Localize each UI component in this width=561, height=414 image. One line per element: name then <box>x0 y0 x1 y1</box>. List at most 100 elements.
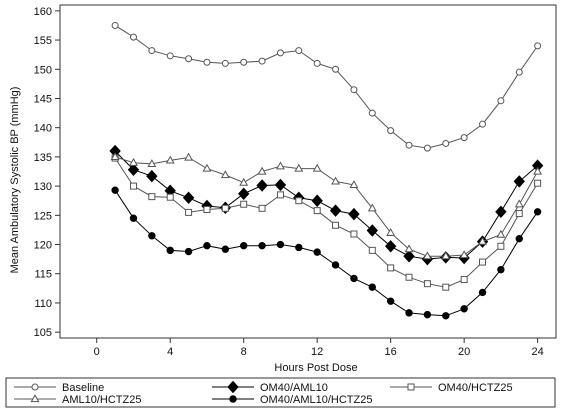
data-point <box>442 283 450 291</box>
data-point <box>240 58 248 66</box>
data-point <box>331 176 341 185</box>
data-point <box>111 21 119 29</box>
data-point <box>184 152 194 161</box>
data-point <box>203 58 211 66</box>
series-5 <box>111 186 542 320</box>
data-point <box>423 310 432 319</box>
data-point <box>203 241 211 250</box>
data-point <box>329 204 342 217</box>
data-point <box>258 57 266 65</box>
legend-entry: OM40/HCTZ25 <box>390 382 513 394</box>
data-point <box>127 163 140 176</box>
data-point <box>496 229 506 238</box>
x-tick-label: 4 <box>167 346 173 358</box>
data-point <box>221 59 229 67</box>
legend-entry: AML10/HCTZ25 <box>14 394 141 406</box>
data-point <box>479 258 487 266</box>
legend-label: OM40/AML10/HCTZ25 <box>260 394 372 406</box>
data-point <box>274 178 287 192</box>
data-point <box>332 221 340 229</box>
series-3 <box>111 154 542 291</box>
data-point <box>185 55 193 63</box>
data-point <box>332 65 340 73</box>
data-point <box>497 242 505 250</box>
legend-marker <box>229 395 237 403</box>
legend-marker <box>30 394 40 403</box>
data-point <box>184 247 193 256</box>
data-point <box>442 139 450 147</box>
data-point <box>165 155 175 164</box>
data-point <box>368 283 376 291</box>
data-point <box>146 169 158 183</box>
legend-box <box>5 377 556 408</box>
data-point <box>166 52 174 60</box>
x-tick-label: 0 <box>94 346 100 358</box>
data-point <box>405 273 413 281</box>
data-point <box>366 224 378 237</box>
data-point <box>479 120 487 128</box>
y-tick-label: 120 <box>34 240 52 252</box>
y-tick-label: 160 <box>34 6 52 18</box>
data-point <box>441 251 451 260</box>
data-point <box>295 197 303 205</box>
x-axis-title: Hours Post Dose <box>274 362 357 374</box>
x-tick-label: 8 <box>241 346 247 358</box>
data-point <box>403 249 415 263</box>
data-point <box>350 230 358 238</box>
data-point <box>276 49 284 57</box>
y-tick-label: 130 <box>34 181 52 193</box>
data-point <box>514 199 524 208</box>
data-point <box>295 47 303 55</box>
data-point <box>515 68 523 76</box>
y-tick-label: 140 <box>34 123 52 135</box>
data-point <box>129 182 137 190</box>
data-point <box>515 210 523 218</box>
data-point <box>129 214 138 222</box>
data-point <box>295 243 303 252</box>
data-point <box>405 141 413 149</box>
legend-marker <box>227 380 239 394</box>
series-line <box>114 189 539 317</box>
axes: 105 110 115 120 125 130 135 140 145 150 155 160 0 4 8 1… <box>34 4 557 358</box>
legend-entry: OM40/AML10 <box>212 380 328 394</box>
data-point <box>129 157 138 166</box>
y-tick-label: 115 <box>34 269 52 281</box>
data-point <box>368 109 376 117</box>
data-point <box>349 180 359 189</box>
data-point <box>405 309 413 317</box>
data-point <box>258 241 266 250</box>
legend-marker <box>407 383 415 391</box>
data-point <box>478 288 487 297</box>
data-point <box>110 152 120 160</box>
data-point <box>459 250 469 259</box>
data-point <box>129 33 137 41</box>
data-point <box>257 166 267 175</box>
data-point <box>460 134 468 142</box>
data-point <box>239 177 249 186</box>
data-point <box>478 236 487 245</box>
y-axis-title: Mean Ambulatory Systolic BP (mmHg) <box>9 87 21 274</box>
y-tick-label: 155 <box>34 35 52 47</box>
data-point <box>348 207 360 221</box>
data-point <box>331 261 340 269</box>
data-point <box>460 276 468 284</box>
data-point <box>423 144 431 152</box>
y-tick-label: 110 <box>34 298 52 310</box>
x-tick-label: 16 <box>385 346 397 358</box>
data-point <box>221 245 230 253</box>
data-point <box>182 191 195 205</box>
data-point <box>368 246 376 254</box>
data-point <box>276 240 285 249</box>
y-tick-label: 150 <box>34 64 52 76</box>
data-point <box>240 241 248 250</box>
series-4 <box>110 152 543 260</box>
data-point <box>534 42 542 50</box>
series-line <box>114 157 539 288</box>
series-line <box>114 156 539 257</box>
data-point <box>534 179 542 187</box>
legend-marker <box>31 383 39 391</box>
y-tick-label: 125 <box>34 210 52 222</box>
data-point <box>166 246 174 255</box>
legend-entry: Baseline <box>14 382 104 394</box>
